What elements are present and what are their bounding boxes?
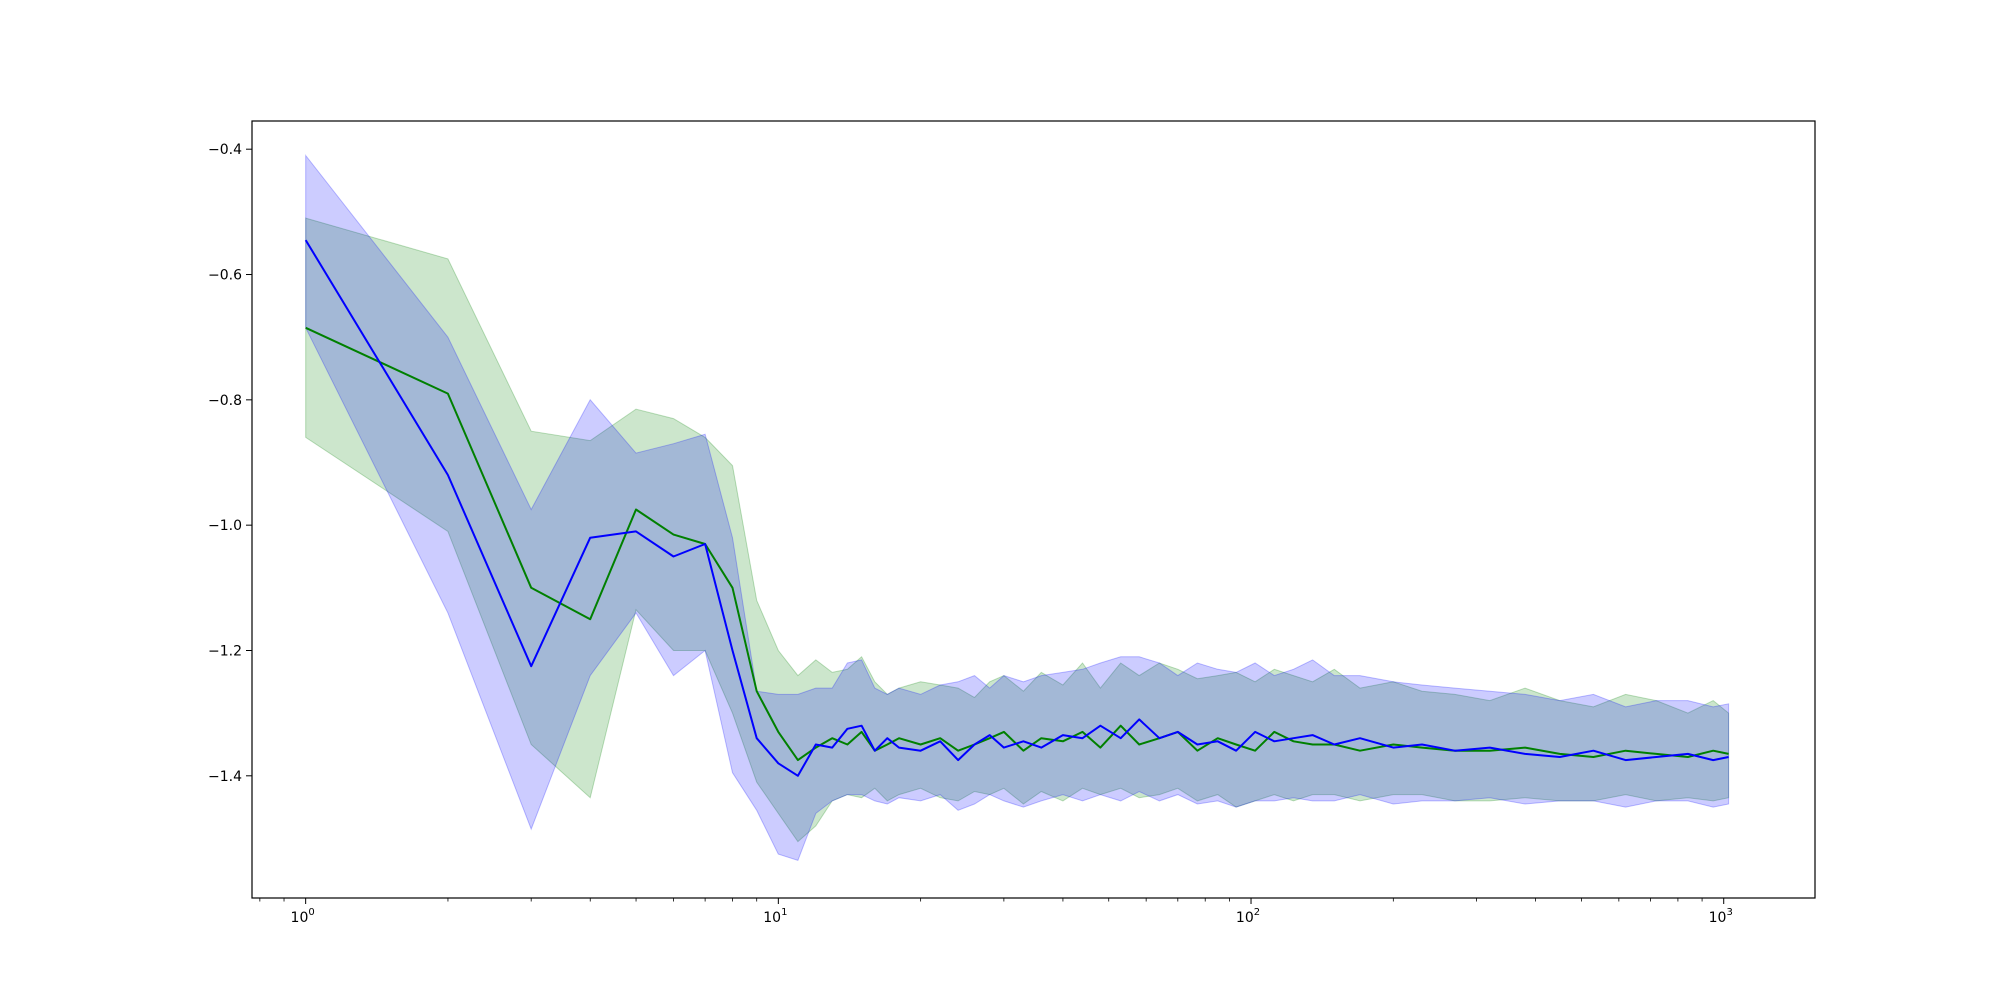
x-tick-label: 101	[763, 907, 787, 926]
x-tick-label: 100	[291, 907, 315, 926]
series-2-line	[304, 239, 1729, 777]
y-tick-label: −1.0	[208, 518, 242, 534]
y-axis: −0.4 −0.6 −0.8 −1.0 −1.2 −1.4	[208, 142, 252, 785]
series-2-band	[305, 154, 1730, 862]
y-tick-label: −0.4	[208, 142, 242, 158]
y-tick-label: −0.8	[208, 393, 242, 409]
y-tick-label: −1.2	[208, 643, 242, 659]
axes-frame	[251, 120, 1816, 899]
x-tick-label: 102	[1236, 907, 1260, 926]
y-tick-label: −0.6	[208, 268, 242, 284]
y-tick-label: −1.4	[208, 769, 242, 785]
x-tick-label: 103	[1709, 907, 1733, 926]
plot-area	[304, 154, 1730, 862]
series-1-band	[305, 217, 1730, 843]
x-axis: 100 101 102 103	[259, 898, 1733, 926]
